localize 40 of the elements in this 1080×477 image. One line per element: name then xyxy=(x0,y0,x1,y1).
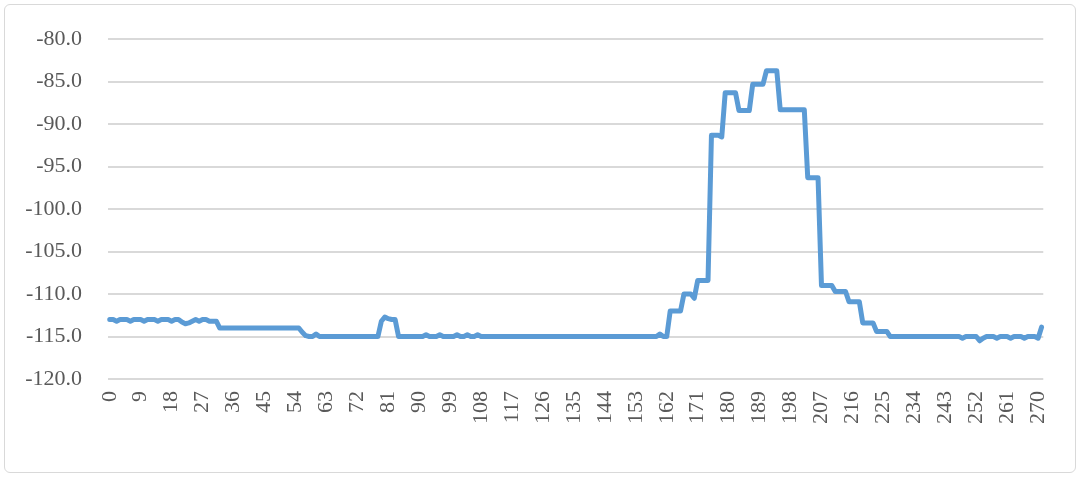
x-tick-label: 180 xyxy=(714,391,740,424)
x-tick-label: 108 xyxy=(466,391,492,424)
x-tick-label: 198 xyxy=(776,391,802,424)
x-tick-label: 45 xyxy=(250,391,276,413)
x-tick-label: 99 xyxy=(435,391,461,413)
x-tick-label: 90 xyxy=(404,391,430,413)
x-tick-label: 252 xyxy=(962,391,987,424)
x-tick-label: 225 xyxy=(869,391,895,424)
x-tick-label: 243 xyxy=(931,391,957,424)
y-tick-label: -95.0 xyxy=(36,152,82,178)
y-tick-label: -85.0 xyxy=(36,67,82,93)
x-tick-label: 171 xyxy=(683,391,709,424)
x-tick-label: 54 xyxy=(281,391,307,413)
x-tick-label: 18 xyxy=(157,391,183,413)
x-tick-label: 153 xyxy=(621,391,647,424)
x-tick-label: 81 xyxy=(374,391,400,413)
x-tick-label: 27 xyxy=(188,391,214,413)
x-tick-label: 189 xyxy=(745,391,771,424)
y-tick-label: -120.0 xyxy=(25,364,82,390)
x-tick-label: 63 xyxy=(312,391,338,413)
y-tick-label: -110.0 xyxy=(25,279,82,305)
x-tick-label: 117 xyxy=(497,391,523,424)
y-tick-label: -90.0 xyxy=(36,109,82,135)
x-tick-label: 234 xyxy=(900,391,926,424)
y-tick-label: -105.0 xyxy=(25,237,82,263)
y-tick-label: -115.0 xyxy=(25,322,82,348)
x-tick-label: 135 xyxy=(559,391,585,424)
x-tick-label: 261 xyxy=(992,391,1018,424)
x-tick-label: 9 xyxy=(126,391,152,402)
y-tick-label: -100.0 xyxy=(25,194,82,220)
x-tick-label: 207 xyxy=(807,391,833,424)
x-tick-label: 72 xyxy=(343,391,369,413)
x-tick-label: 144 xyxy=(590,391,616,424)
y-tick-label: -80.0 xyxy=(36,24,82,50)
x-tick-label: 36 xyxy=(219,391,245,413)
x-tick-label: 216 xyxy=(838,391,864,424)
x-tick-label: 0 xyxy=(95,391,121,402)
x-tick-label: 270 xyxy=(1023,391,1049,424)
x-tick-label: 162 xyxy=(652,391,678,424)
x-tick-label: 126 xyxy=(528,391,554,424)
